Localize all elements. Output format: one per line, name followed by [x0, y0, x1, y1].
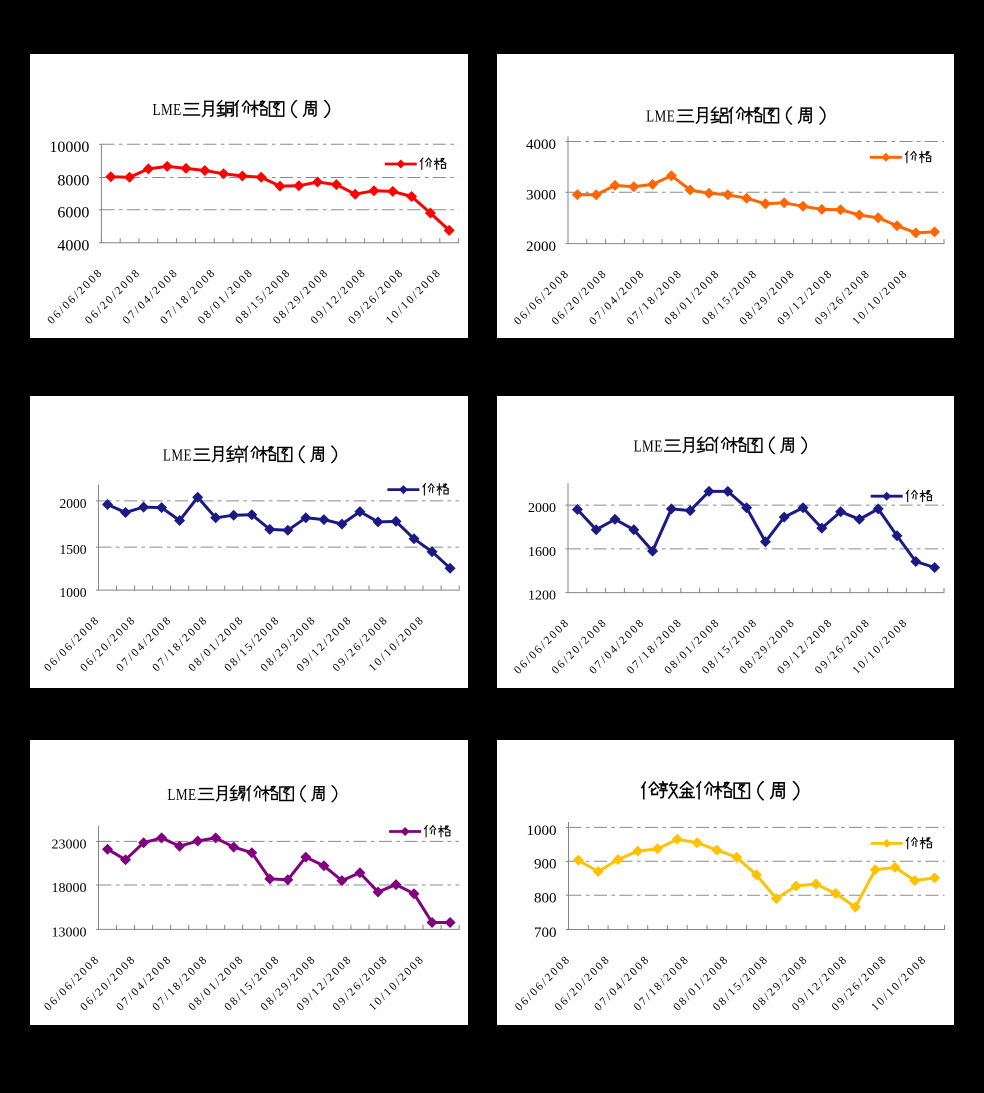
- svg-text:LME: LME: [167, 787, 196, 805]
- svg-text:800: 800: [534, 891, 557, 907]
- svg-text:2000: 2000: [528, 501, 556, 516]
- svg-text:13000: 13000: [52, 926, 87, 941]
- svg-text:2000: 2000: [526, 239, 556, 255]
- svg-text:LME: LME: [646, 108, 675, 126]
- svg-text:4000: 4000: [57, 238, 89, 255]
- svg-text:4000: 4000: [526, 137, 556, 153]
- svg-text:1500: 1500: [60, 542, 87, 557]
- svg-text:LME: LME: [153, 102, 182, 120]
- svg-text:LME: LME: [634, 438, 663, 456]
- svg-text:1200: 1200: [528, 589, 556, 604]
- svg-text:23000: 23000: [52, 838, 87, 853]
- svg-text:8000: 8000: [57, 172, 89, 189]
- svg-text:6000: 6000: [57, 205, 89, 222]
- svg-text:700: 700: [534, 925, 557, 941]
- svg-text:1000: 1000: [60, 585, 87, 600]
- svg-text:1600: 1600: [528, 545, 556, 560]
- svg-text:3000: 3000: [526, 188, 556, 204]
- svg-text:1000: 1000: [527, 823, 557, 839]
- svg-text:2000: 2000: [60, 496, 87, 511]
- svg-text:LME: LME: [163, 447, 192, 465]
- svg-text:18000: 18000: [52, 881, 87, 896]
- svg-text:10000: 10000: [49, 139, 89, 156]
- svg-text:900: 900: [534, 857, 557, 873]
